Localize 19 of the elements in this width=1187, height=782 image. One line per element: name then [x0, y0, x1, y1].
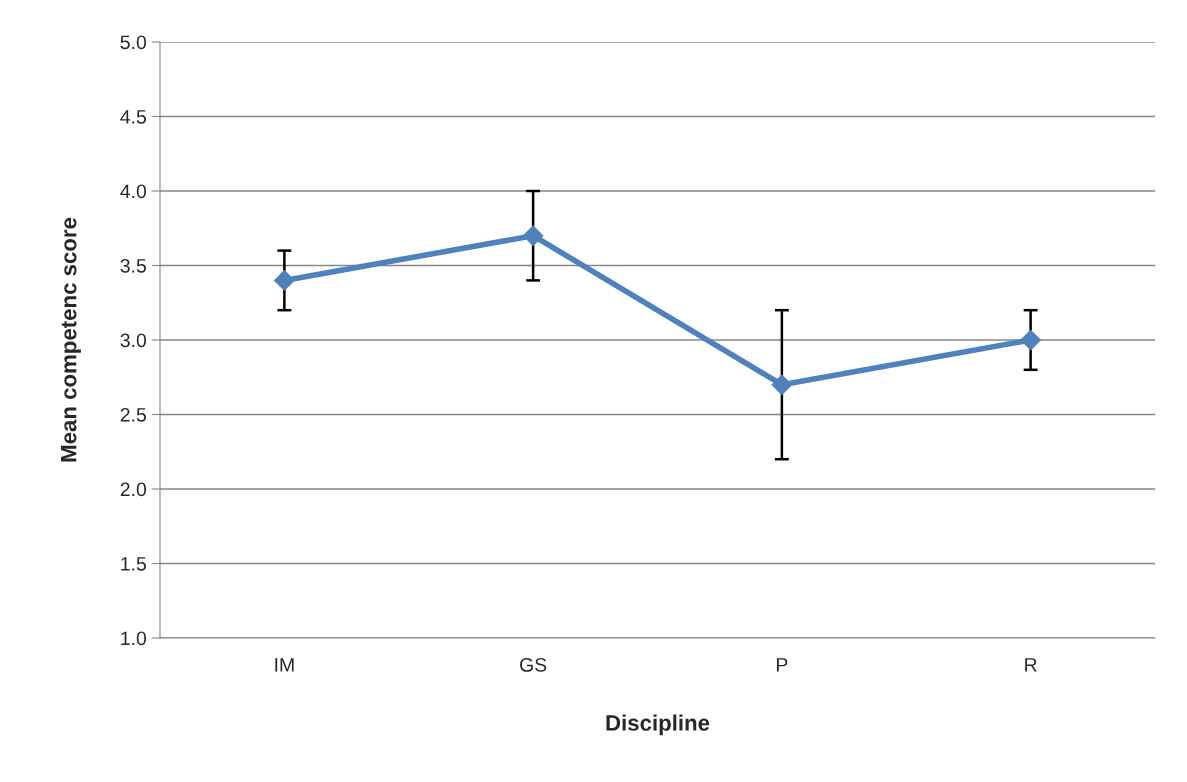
y-tick-label: 4.0 — [120, 184, 147, 199]
x-tick-label: GS — [520, 657, 547, 672]
y-tick-label: 5.0 — [120, 35, 147, 50]
y-tick-label: 4.5 — [120, 110, 146, 124]
y-tick-label: 2.0 — [120, 482, 147, 497]
point — [771, 374, 793, 396]
point — [522, 225, 544, 247]
x-tick-label: R — [1025, 658, 1037, 672]
y-tick-label: 1.5 — [121, 557, 146, 571]
point — [1020, 329, 1041, 351]
x-axis-title: Discipline — [606, 714, 710, 736]
x-tick-label: P — [776, 658, 788, 672]
y-tick-label: 2.5 — [120, 407, 146, 422]
y-axis-title: Mean competenc score — [60, 217, 81, 462]
x-tick-label: IM — [275, 658, 294, 672]
y-tick-label: 3.0 — [120, 333, 147, 348]
y-tick-label: 3.5 — [120, 258, 146, 273]
point — [274, 270, 295, 291]
y-tick-label: 1.0 — [121, 631, 147, 646]
